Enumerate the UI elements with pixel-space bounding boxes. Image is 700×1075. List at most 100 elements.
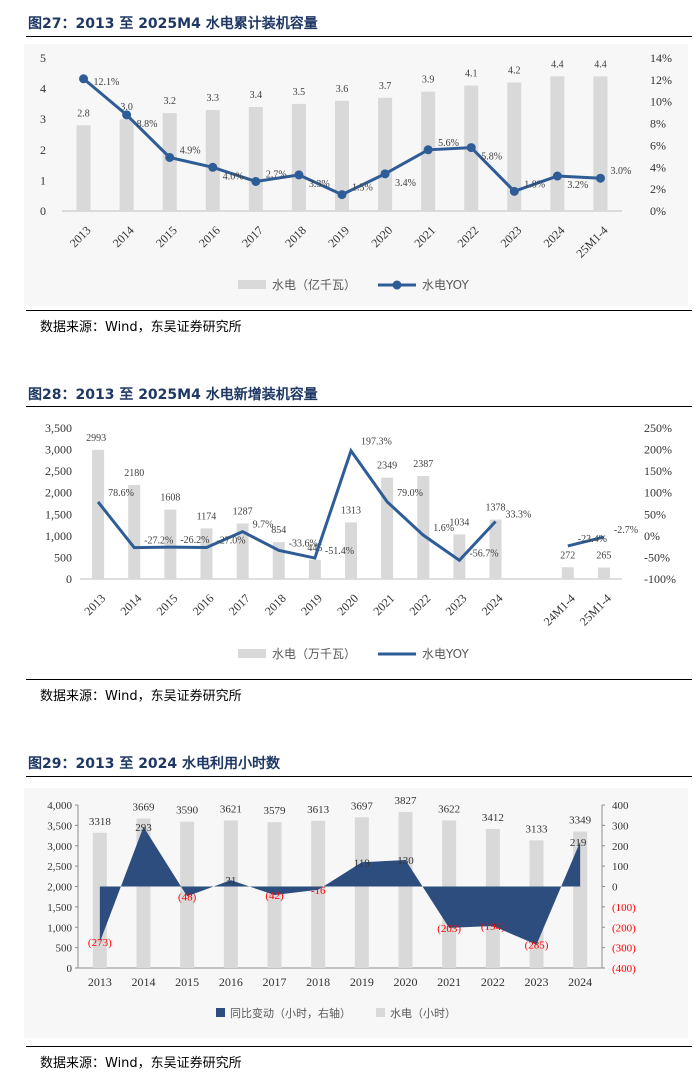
bar bbox=[308, 559, 321, 579]
bar bbox=[507, 82, 522, 211]
yoy-point bbox=[251, 176, 261, 186]
x-tick-label: 2015 bbox=[175, 975, 199, 989]
y-left-tick-label: 500 bbox=[56, 943, 73, 955]
area-value-label: (273) bbox=[88, 937, 112, 949]
bar bbox=[453, 534, 466, 579]
yoy-value-label: -23.4% bbox=[578, 534, 607, 545]
bar bbox=[417, 476, 430, 579]
legend-line-label: 水电YOY bbox=[422, 278, 469, 292]
yoy-point bbox=[165, 152, 175, 162]
y-right-tick-label: 400 bbox=[612, 800, 629, 812]
x-tick-label: 2013 bbox=[88, 975, 112, 989]
bar-value-label: 3621 bbox=[220, 803, 242, 815]
y-left-tick-label: 3,000 bbox=[47, 841, 72, 853]
bar bbox=[205, 110, 220, 211]
bar-value-label: 1034 bbox=[449, 517, 469, 528]
yoy-value-label: 3.2% bbox=[567, 180, 588, 191]
area-value-label: (285) bbox=[525, 940, 549, 952]
x-tick-label: 2014 bbox=[132, 975, 156, 989]
legend-line-label: 水电YOY bbox=[422, 647, 469, 661]
y-left-tick-label: 2,000 bbox=[47, 882, 72, 894]
y-right-tick-label: (300) bbox=[612, 943, 636, 955]
bar-value-label: 3.7 bbox=[379, 81, 392, 92]
yoy-point bbox=[208, 162, 218, 172]
legend-bar-swatch bbox=[238, 280, 266, 289]
area-value-label: -16 bbox=[311, 885, 326, 897]
bar-value-label: 3622 bbox=[438, 803, 460, 815]
y-left-tick-label: 0 bbox=[40, 204, 46, 218]
bar-value-label: 3579 bbox=[264, 805, 287, 817]
bar bbox=[354, 817, 369, 968]
yoy-value-label: 1.5% bbox=[352, 183, 373, 194]
yoy-point bbox=[337, 190, 347, 200]
y-left-tick-label: 2,500 bbox=[47, 861, 72, 873]
y-right-tick-label: (400) bbox=[612, 963, 636, 975]
bar-value-label: 3318 bbox=[89, 816, 112, 828]
yoy-line bbox=[567, 535, 605, 548]
bar-value-label: 3613 bbox=[307, 804, 330, 816]
area-value-label: 219 bbox=[570, 837, 587, 849]
y-right-tick-label: -100% bbox=[644, 572, 676, 586]
yoy-value-label: -26.2% bbox=[180, 535, 209, 546]
y-right-tick-label: 4% bbox=[650, 160, 666, 174]
y-right-tick-label: 250% bbox=[644, 421, 672, 435]
bar bbox=[267, 822, 282, 968]
y-right-tick-label: 200 bbox=[612, 841, 629, 853]
area-value-label: (194) bbox=[481, 921, 505, 933]
y-left-tick-label: 500 bbox=[54, 550, 72, 564]
yoy-value-label: -51.4% bbox=[325, 546, 354, 557]
yoy-value-label: 8.8% bbox=[137, 119, 158, 130]
bar-value-label: 272 bbox=[560, 550, 575, 561]
source-rule bbox=[26, 310, 692, 311]
x-tick-label: 2016 bbox=[219, 975, 243, 989]
yoy-value-label: 1.6% bbox=[433, 523, 454, 534]
chart-utilization-hours: 0 500 1,000 1,500 2,000 2,500 3,000 3,500 4,000 (… bbox=[24, 788, 688, 1038]
y-left-tick-label: 1,000 bbox=[45, 529, 72, 543]
bar bbox=[164, 509, 177, 579]
bar-value-label: 3412 bbox=[482, 812, 504, 824]
bar-value-label: 1287 bbox=[233, 506, 253, 517]
y-right-tick-label: (200) bbox=[612, 922, 636, 934]
bar-value-label: 3.2 bbox=[163, 96, 176, 107]
yoy-value-label: 2.7% bbox=[266, 169, 287, 180]
bar-value-label: 1378 bbox=[486, 503, 506, 514]
bar bbox=[398, 812, 413, 968]
y-left-tick-label: 4 bbox=[40, 82, 46, 96]
yoy-value-label: 9.7% bbox=[253, 520, 274, 531]
y-right-tick-label: 6% bbox=[650, 138, 666, 152]
y-right-tick-label: 12% bbox=[650, 73, 672, 87]
figure-title: 图27：2013 至 2025M4 水电累计装机容量 bbox=[28, 16, 318, 32]
bar bbox=[162, 113, 177, 211]
y-left-tick-label: 4,000 bbox=[47, 800, 72, 812]
yoy-value-label: -27.0% bbox=[216, 536, 245, 547]
bar bbox=[489, 519, 502, 579]
yoy-point bbox=[595, 173, 605, 183]
bar-value-label: 1608 bbox=[160, 493, 180, 504]
bar bbox=[92, 449, 105, 579]
yoy-value-label: 79.0% bbox=[397, 488, 423, 499]
bar bbox=[561, 567, 574, 579]
y-left-tick-label: 0 bbox=[66, 572, 72, 586]
bar-value-label: 3.5 bbox=[293, 87, 306, 98]
yoy-point bbox=[466, 143, 476, 153]
bar-value-label: 1313 bbox=[341, 505, 361, 516]
source-rule bbox=[26, 679, 692, 680]
y-right-tick-label: 8% bbox=[650, 117, 666, 131]
y-left-tick-label: 3,500 bbox=[47, 820, 72, 832]
y-right-tick-label: 100 bbox=[612, 861, 629, 873]
yoy-value-label: -27.2% bbox=[144, 536, 173, 547]
bar bbox=[223, 820, 238, 968]
yoy-value-label: 78.6% bbox=[108, 488, 134, 499]
bar-value-label: 4.4 bbox=[594, 59, 607, 70]
bar-value-label: 445 bbox=[307, 543, 322, 554]
bar bbox=[291, 103, 306, 211]
bar-value-label: 3669 bbox=[133, 801, 156, 813]
yoy-value-label: 5.8% bbox=[481, 152, 502, 163]
title-rule bbox=[26, 776, 692, 777]
source-note: 数据来源：Wind，东吴证券研究所 bbox=[40, 320, 242, 335]
y-left-tick-label: 2,500 bbox=[45, 464, 72, 478]
yoy-value-label: 4.9% bbox=[180, 145, 201, 156]
legend-bar-label: 水电（万千瓦） bbox=[272, 647, 356, 661]
bar-value-label: 265 bbox=[596, 551, 611, 562]
